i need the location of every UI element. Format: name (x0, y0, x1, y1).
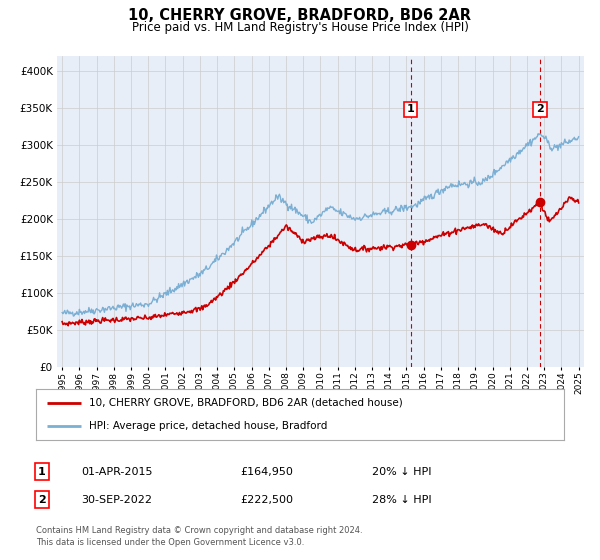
Text: This data is licensed under the Open Government Licence v3.0.: This data is licensed under the Open Gov… (36, 538, 304, 547)
Text: Price paid vs. HM Land Registry's House Price Index (HPI): Price paid vs. HM Land Registry's House … (131, 21, 469, 34)
Text: 20% ↓ HPI: 20% ↓ HPI (372, 466, 431, 477)
Text: 1: 1 (407, 104, 415, 114)
Text: 10, CHERRY GROVE, BRADFORD, BD6 2AR: 10, CHERRY GROVE, BRADFORD, BD6 2AR (128, 8, 472, 24)
Text: HPI: Average price, detached house, Bradford: HPI: Average price, detached house, Brad… (89, 421, 327, 431)
Text: £164,950: £164,950 (240, 466, 293, 477)
Text: 1: 1 (38, 466, 46, 477)
Text: 2: 2 (536, 104, 544, 114)
Text: 30-SEP-2022: 30-SEP-2022 (81, 494, 152, 505)
Text: 28% ↓ HPI: 28% ↓ HPI (372, 494, 431, 505)
Text: 2: 2 (38, 494, 46, 505)
Text: Contains HM Land Registry data © Crown copyright and database right 2024.: Contains HM Land Registry data © Crown c… (36, 526, 362, 535)
Text: £222,500: £222,500 (240, 494, 293, 505)
Text: 01-APR-2015: 01-APR-2015 (81, 466, 152, 477)
Text: 10, CHERRY GROVE, BRADFORD, BD6 2AR (detached house): 10, CHERRY GROVE, BRADFORD, BD6 2AR (det… (89, 398, 403, 408)
